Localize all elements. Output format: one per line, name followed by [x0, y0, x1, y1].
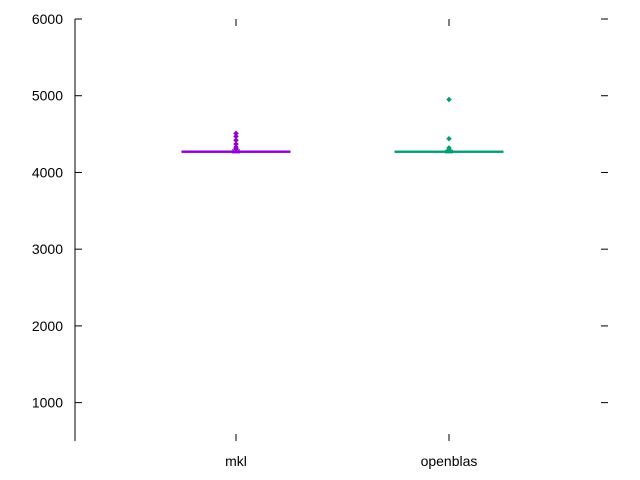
outlier-point	[233, 130, 239, 137]
x-tick-label: mkl	[225, 453, 247, 469]
x-tick-label: openblas	[421, 453, 478, 469]
box-mkl	[181, 130, 291, 154]
outlier-point	[446, 96, 452, 103]
outlier-point	[233, 141, 239, 147]
x-ticks: mkl openblas	[225, 19, 477, 469]
box-openblas	[394, 96, 504, 154]
y-tick-label: 6000	[32, 11, 63, 27]
y-tick-label: 1000	[32, 395, 63, 411]
outlier-point	[446, 135, 452, 142]
outlier-point	[233, 137, 239, 144]
outlier-point	[233, 133, 239, 140]
y-ticks: 1000 2000 3000 4000 5000 6000	[32, 11, 608, 411]
boxes	[181, 96, 504, 154]
y-tick-label: 5000	[32, 88, 63, 104]
y-tick-label: 2000	[32, 318, 63, 334]
y-tick-label: 3000	[32, 241, 63, 257]
outlier-point	[233, 144, 239, 150]
outlier-point	[446, 145, 452, 151]
y-tick-label: 4000	[32, 164, 63, 180]
